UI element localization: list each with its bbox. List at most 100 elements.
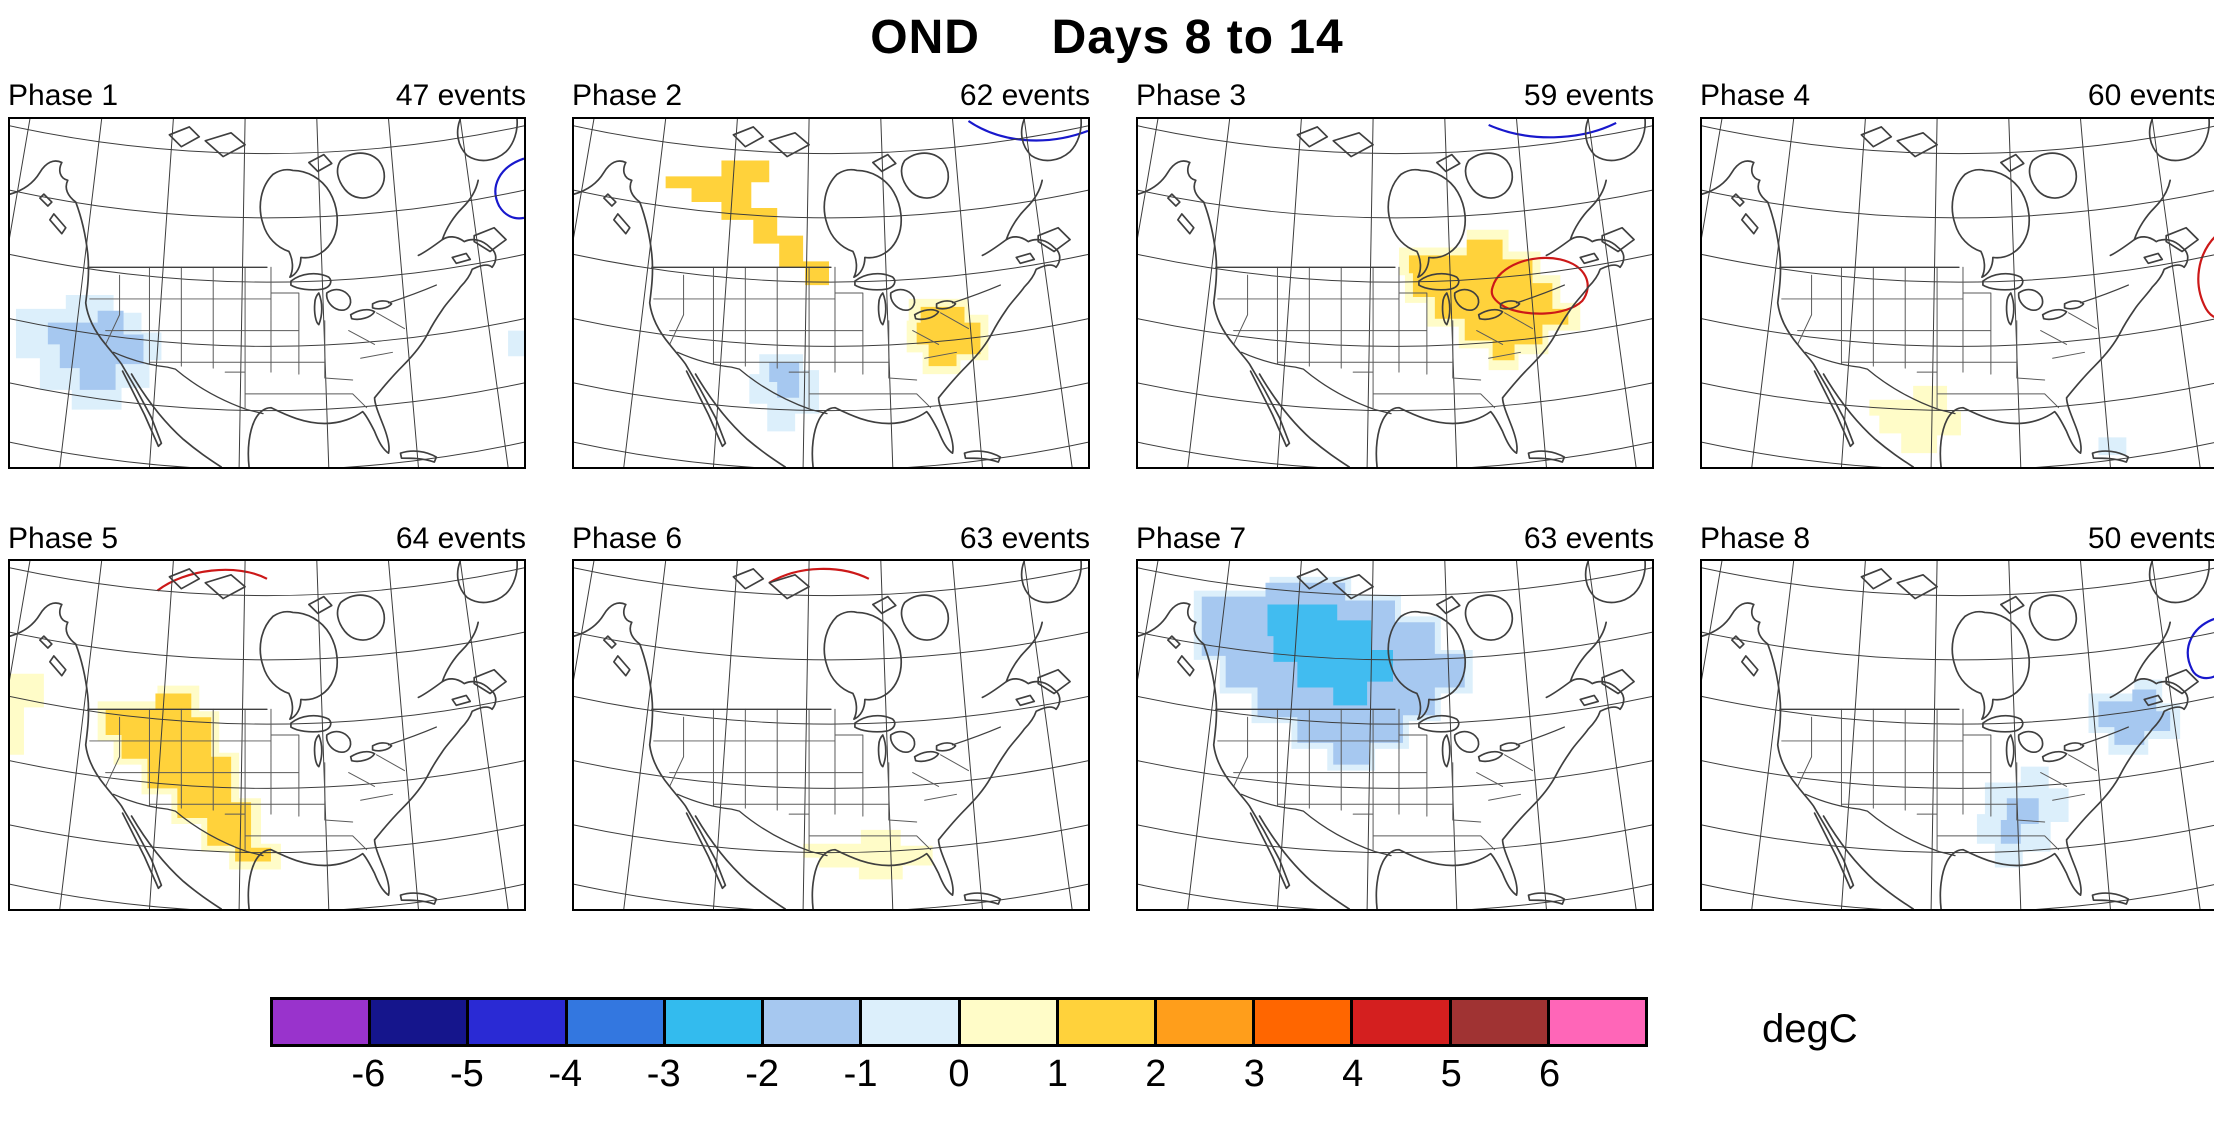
colorbar-segment-1 bbox=[371, 1000, 470, 1044]
panel-header: Phase 7 63 events bbox=[1136, 521, 1654, 555]
phase-label: Phase 1 bbox=[8, 79, 119, 112]
events-count-label: 50 events bbox=[2087, 521, 2214, 555]
map-frame bbox=[1136, 559, 1654, 911]
panel-phase-4: Phase 4 60 events bbox=[1700, 80, 2214, 469]
events-count-label: 64 events bbox=[395, 521, 526, 555]
map-frame bbox=[572, 116, 1090, 469]
anomaly-warm-west-edge bbox=[10, 673, 44, 755]
colorbar-segment-11 bbox=[1353, 1000, 1452, 1044]
contour-positive bbox=[156, 568, 268, 592]
events-count-label: 59 events bbox=[1523, 79, 1654, 112]
colorbar-segment-2 bbox=[469, 1000, 568, 1044]
colorbar-tick-label: -2 bbox=[745, 1053, 780, 1095]
basemap-use bbox=[1138, 118, 1652, 467]
panel-phase-3: Phase 3 59 events bbox=[1136, 80, 1654, 469]
events-count-label: 62 events bbox=[959, 79, 1090, 112]
colorbar-tick-label: 5 bbox=[1440, 1053, 1462, 1095]
phase-label: Phase 5 bbox=[8, 521, 119, 555]
panel-phase-8: Phase 8 50 events bbox=[1700, 521, 2214, 911]
colorbar-segment-5 bbox=[764, 1000, 863, 1044]
panel-header: Phase 8 50 events bbox=[1700, 521, 2214, 555]
colorbar bbox=[270, 997, 1648, 1047]
panel-phase-7: Phase 7 63 events bbox=[1136, 521, 1654, 911]
events-count-label: 63 events bbox=[959, 521, 1090, 555]
panel-phase-2: Phase 2 62 events bbox=[572, 80, 1090, 469]
figure-title: OND Days 8 to 14 bbox=[870, 11, 1344, 64]
contour-negative bbox=[1488, 121, 1617, 138]
phase-label: Phase 4 bbox=[1700, 79, 1811, 112]
phase-label: Phase 6 bbox=[572, 521, 683, 555]
anomaly-cold-core bbox=[1267, 604, 1394, 706]
map-frame bbox=[1700, 559, 2214, 911]
colorbar-segment-12 bbox=[1451, 1000, 1550, 1044]
colorbar-segment-9 bbox=[1156, 1000, 1256, 1044]
phase-label: Phase 8 bbox=[1700, 521, 1811, 555]
panel-phase-5: Phase 5 64 events bbox=[8, 521, 526, 911]
anomaly-warm-gulf bbox=[803, 829, 933, 880]
basemap-use bbox=[10, 118, 524, 467]
events-count-label: 63 events bbox=[1523, 521, 1654, 555]
colorbar-tick-label: 1 bbox=[1046, 1053, 1068, 1095]
map-frame bbox=[1136, 116, 1654, 469]
map-phase-4 bbox=[1702, 118, 2214, 467]
basemap-use bbox=[574, 118, 1088, 467]
colorbar-segment-4 bbox=[665, 1000, 765, 1044]
colorbar-wrap: -6 -5 -4 -3 -2 -1 0 1 2 3 4 5 6 bbox=[270, 997, 1648, 1097]
contour-positive bbox=[1490, 256, 1589, 315]
anomaly-cold-minor bbox=[2098, 436, 2127, 455]
anomaly-warm-nw-canada bbox=[665, 160, 830, 285]
colorbar-tick-label: -6 bbox=[351, 1053, 386, 1095]
colorbar-tick-label: -3 bbox=[646, 1053, 681, 1095]
panel-phase-6: Phase 6 63 events bbox=[572, 521, 1090, 911]
phase-label: Phase 2 bbox=[572, 79, 683, 112]
colorbar-segment-3 bbox=[567, 1000, 666, 1044]
colorbar-tick-label: 3 bbox=[1243, 1053, 1265, 1095]
panel-header: Phase 2 62 events bbox=[572, 80, 1090, 112]
colorbar-segment-13 bbox=[1549, 1000, 1646, 1044]
map-frame bbox=[8, 559, 526, 911]
colorbar-tick-label: 2 bbox=[1145, 1053, 1167, 1095]
map-phase-5 bbox=[10, 561, 524, 909]
colorbar-segment-7 bbox=[960, 1000, 1059, 1044]
panel-grid: Phase 1 47 events Phase 2 62 events bbox=[0, 80, 2214, 911]
anomaly-cold-tx-core bbox=[769, 361, 800, 398]
events-count-label: 60 events bbox=[2087, 79, 2214, 112]
anomaly-warm-ne-core bbox=[916, 306, 981, 366]
colorbar-tick-label: 0 bbox=[948, 1053, 970, 1095]
phase-label: Phase 7 bbox=[1136, 521, 1247, 555]
colorbar-tick-label: -1 bbox=[843, 1053, 878, 1095]
colorbar-tick-label: 4 bbox=[1342, 1053, 1364, 1095]
panel-header: Phase 4 60 events bbox=[1700, 80, 2214, 112]
colorbar-segment-10 bbox=[1255, 1000, 1354, 1044]
colorbar-segment-8 bbox=[1058, 1000, 1157, 1044]
map-phase-6 bbox=[574, 561, 1088, 909]
colorbar-tick-label: -5 bbox=[449, 1053, 484, 1095]
map-phase-2 bbox=[574, 118, 1088, 467]
colorbar-tick-label: -4 bbox=[548, 1053, 583, 1095]
contour-negative bbox=[2186, 617, 2214, 680]
anomaly-cold-minor bbox=[508, 330, 524, 356]
contour-positive bbox=[2197, 235, 2214, 318]
colorbar-segment-6 bbox=[862, 1000, 961, 1044]
panel-header: Phase 1 47 events bbox=[8, 80, 526, 112]
colorbar-area: -6 -5 -4 -3 -2 -1 0 1 2 3 4 5 6 degC bbox=[270, 997, 2214, 1097]
map-frame bbox=[8, 116, 526, 469]
colorbar-segment-0 bbox=[273, 1000, 372, 1044]
colorbar-ticks: -6 -5 -4 -3 -2 -1 0 1 2 3 4 5 6 bbox=[270, 1047, 1648, 1097]
map-phase-3 bbox=[1138, 118, 1652, 467]
panel-header: Phase 3 59 events bbox=[1136, 80, 1654, 112]
map-phase-8 bbox=[1702, 561, 2214, 909]
panel-header: Phase 5 64 events bbox=[8, 521, 526, 555]
colorbar-tick-label: 6 bbox=[1538, 1053, 1561, 1095]
contour-negative bbox=[494, 157, 524, 219]
map-frame bbox=[572, 559, 1090, 911]
events-count-label: 47 events bbox=[395, 79, 526, 112]
contour-negative bbox=[967, 119, 1088, 142]
anomaly-warm-mexico bbox=[1869, 385, 1961, 453]
colorbar-units-label: degC bbox=[1762, 1007, 1858, 1051]
anomaly-warm-core bbox=[105, 693, 271, 862]
panel-phase-1: Phase 1 47 events bbox=[8, 80, 526, 469]
anomaly-warm-core bbox=[1408, 239, 1569, 360]
anomaly-cold-se-core bbox=[2000, 798, 2039, 844]
panel-header: Phase 6 63 events bbox=[572, 521, 1090, 555]
